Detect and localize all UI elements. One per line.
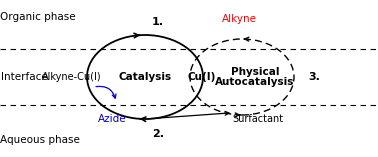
Text: Aqueous phase: Aqueous phase — [0, 135, 81, 145]
Text: Catalysis: Catalysis — [118, 72, 172, 82]
Text: Alkyne-Cu(I): Alkyne-Cu(I) — [42, 72, 102, 82]
Text: Surfactant: Surfactant — [232, 114, 283, 124]
Text: Organic phase: Organic phase — [0, 12, 76, 22]
Text: Alkyne: Alkyne — [222, 14, 257, 24]
Text: Azide: Azide — [98, 114, 126, 124]
Text: 2.: 2. — [152, 129, 164, 139]
Text: Interface: Interface — [0, 72, 47, 82]
Text: 3.: 3. — [308, 72, 320, 82]
Text: Cu(I): Cu(I) — [188, 72, 216, 82]
Text: 1.: 1. — [152, 17, 164, 27]
Text: Physical
Autocatalysis: Physical Autocatalysis — [215, 67, 295, 87]
